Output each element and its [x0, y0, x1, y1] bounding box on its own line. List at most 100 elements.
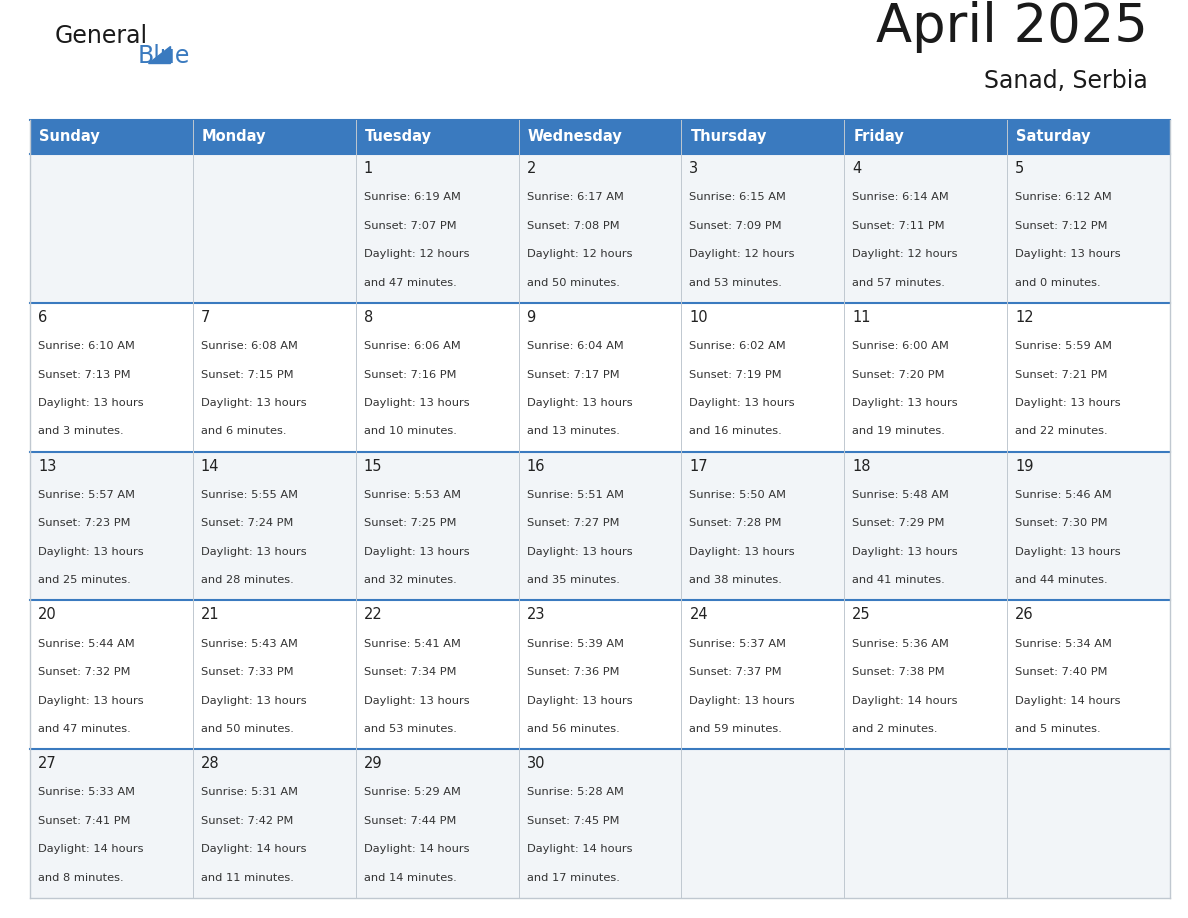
- Text: 10: 10: [689, 309, 708, 325]
- Text: Sunset: 7:37 PM: Sunset: 7:37 PM: [689, 667, 782, 677]
- Text: Daylight: 13 hours: Daylight: 13 hours: [526, 547, 632, 556]
- Text: Daylight: 13 hours: Daylight: 13 hours: [852, 547, 958, 556]
- Text: and 3 minutes.: and 3 minutes.: [38, 426, 124, 436]
- Text: and 0 minutes.: and 0 minutes.: [1015, 277, 1101, 287]
- Text: 21: 21: [201, 608, 220, 622]
- Text: Sunrise: 6:12 AM: Sunrise: 6:12 AM: [1015, 192, 1112, 202]
- Text: 29: 29: [364, 756, 383, 771]
- Text: 17: 17: [689, 459, 708, 474]
- Text: 15: 15: [364, 459, 383, 474]
- Text: Sunrise: 5:36 AM: Sunrise: 5:36 AM: [852, 639, 949, 649]
- Text: 13: 13: [38, 459, 56, 474]
- Text: Sunset: 7:19 PM: Sunset: 7:19 PM: [689, 370, 782, 379]
- Text: Daylight: 13 hours: Daylight: 13 hours: [364, 547, 469, 556]
- Text: Daylight: 12 hours: Daylight: 12 hours: [689, 249, 795, 259]
- Text: Daylight: 13 hours: Daylight: 13 hours: [38, 397, 144, 408]
- Text: Sunrise: 5:31 AM: Sunrise: 5:31 AM: [201, 788, 298, 798]
- Text: 3: 3: [689, 161, 699, 176]
- Text: Sunset: 7:09 PM: Sunset: 7:09 PM: [689, 220, 782, 230]
- Text: and 14 minutes.: and 14 minutes.: [364, 873, 456, 883]
- Text: Wednesday: Wednesday: [527, 129, 623, 144]
- Text: and 41 minutes.: and 41 minutes.: [852, 576, 944, 585]
- Text: and 2 minutes.: and 2 minutes.: [852, 724, 937, 734]
- Text: Sunrise: 5:59 AM: Sunrise: 5:59 AM: [1015, 341, 1112, 351]
- Text: 6: 6: [38, 309, 48, 325]
- Text: Sunrise: 5:57 AM: Sunrise: 5:57 AM: [38, 490, 135, 500]
- Text: 18: 18: [852, 459, 871, 474]
- Text: Sunset: 7:27 PM: Sunset: 7:27 PM: [526, 519, 619, 529]
- Text: Sunset: 7:12 PM: Sunset: 7:12 PM: [1015, 220, 1107, 230]
- Text: Daylight: 13 hours: Daylight: 13 hours: [38, 547, 144, 556]
- Text: Sunset: 7:23 PM: Sunset: 7:23 PM: [38, 519, 131, 529]
- Text: and 53 minutes.: and 53 minutes.: [689, 277, 783, 287]
- Text: 16: 16: [526, 459, 545, 474]
- Text: Sanad, Serbia: Sanad, Serbia: [984, 69, 1148, 93]
- Text: Sunrise: 6:14 AM: Sunrise: 6:14 AM: [852, 192, 949, 202]
- Polygon shape: [148, 46, 170, 63]
- Text: Sunset: 7:21 PM: Sunset: 7:21 PM: [1015, 370, 1107, 379]
- Text: Sunset: 7:30 PM: Sunset: 7:30 PM: [1015, 519, 1107, 529]
- Text: Sunset: 7:41 PM: Sunset: 7:41 PM: [38, 816, 131, 826]
- Text: 22: 22: [364, 608, 383, 622]
- Text: Sunday: Sunday: [39, 129, 100, 144]
- Text: and 6 minutes.: and 6 minutes.: [201, 426, 286, 436]
- Text: Sunset: 7:32 PM: Sunset: 7:32 PM: [38, 667, 131, 677]
- Text: Daylight: 13 hours: Daylight: 13 hours: [689, 696, 795, 706]
- Text: Sunset: 7:38 PM: Sunset: 7:38 PM: [852, 667, 944, 677]
- Text: Sunset: 7:07 PM: Sunset: 7:07 PM: [364, 220, 456, 230]
- Text: 8: 8: [364, 309, 373, 325]
- Text: Daylight: 13 hours: Daylight: 13 hours: [689, 397, 795, 408]
- Text: 25: 25: [852, 608, 871, 622]
- Text: and 5 minutes.: and 5 minutes.: [1015, 724, 1101, 734]
- Text: Sunset: 7:40 PM: Sunset: 7:40 PM: [1015, 667, 1107, 677]
- Text: Sunrise: 5:43 AM: Sunrise: 5:43 AM: [201, 639, 298, 649]
- Text: and 28 minutes.: and 28 minutes.: [201, 576, 293, 585]
- Text: and 50 minutes.: and 50 minutes.: [201, 724, 293, 734]
- Text: and 19 minutes.: and 19 minutes.: [852, 426, 946, 436]
- Bar: [30, 600, 1170, 749]
- Text: 9: 9: [526, 309, 536, 325]
- Text: and 16 minutes.: and 16 minutes.: [689, 426, 782, 436]
- Text: and 59 minutes.: and 59 minutes.: [689, 724, 783, 734]
- Text: Saturday: Saturday: [1016, 129, 1091, 144]
- Text: Sunrise: 6:15 AM: Sunrise: 6:15 AM: [689, 192, 786, 202]
- Text: Sunset: 7:20 PM: Sunset: 7:20 PM: [852, 370, 944, 379]
- Text: Daylight: 12 hours: Daylight: 12 hours: [852, 249, 958, 259]
- Text: Sunrise: 6:17 AM: Sunrise: 6:17 AM: [526, 192, 624, 202]
- Text: Sunrise: 5:53 AM: Sunrise: 5:53 AM: [364, 490, 461, 500]
- Bar: [30, 749, 1170, 898]
- Text: Sunrise: 6:10 AM: Sunrise: 6:10 AM: [38, 341, 135, 351]
- Text: Daylight: 14 hours: Daylight: 14 hours: [852, 696, 958, 706]
- Text: Daylight: 14 hours: Daylight: 14 hours: [1015, 696, 1120, 706]
- Text: Sunset: 7:16 PM: Sunset: 7:16 PM: [364, 370, 456, 379]
- Text: Friday: Friday: [853, 129, 904, 144]
- Text: Tuesday: Tuesday: [365, 129, 431, 144]
- Text: and 10 minutes.: and 10 minutes.: [364, 426, 456, 436]
- Text: 7: 7: [201, 309, 210, 325]
- Text: Sunrise: 5:44 AM: Sunrise: 5:44 AM: [38, 639, 134, 649]
- Text: Daylight: 13 hours: Daylight: 13 hours: [201, 547, 307, 556]
- Text: Daylight: 14 hours: Daylight: 14 hours: [364, 845, 469, 855]
- Text: Thursday: Thursday: [690, 129, 766, 144]
- Text: 27: 27: [38, 756, 57, 771]
- Text: 14: 14: [201, 459, 220, 474]
- Text: Sunset: 7:25 PM: Sunset: 7:25 PM: [364, 519, 456, 529]
- Text: 12: 12: [1015, 309, 1034, 325]
- Text: Daylight: 13 hours: Daylight: 13 hours: [1015, 397, 1120, 408]
- Text: 24: 24: [689, 608, 708, 622]
- Text: Sunset: 7:33 PM: Sunset: 7:33 PM: [201, 667, 293, 677]
- Text: and 56 minutes.: and 56 minutes.: [526, 724, 619, 734]
- Bar: [30, 154, 1170, 303]
- Text: Sunrise: 5:28 AM: Sunrise: 5:28 AM: [526, 788, 624, 798]
- Text: and 53 minutes.: and 53 minutes.: [364, 724, 456, 734]
- Text: Daylight: 13 hours: Daylight: 13 hours: [364, 696, 469, 706]
- Text: Daylight: 14 hours: Daylight: 14 hours: [526, 845, 632, 855]
- Text: Sunrise: 5:48 AM: Sunrise: 5:48 AM: [852, 490, 949, 500]
- Text: Daylight: 13 hours: Daylight: 13 hours: [526, 397, 632, 408]
- Text: and 13 minutes.: and 13 minutes.: [526, 426, 619, 436]
- Text: Sunset: 7:29 PM: Sunset: 7:29 PM: [852, 519, 944, 529]
- Text: 28: 28: [201, 756, 220, 771]
- Text: Daylight: 13 hours: Daylight: 13 hours: [364, 397, 469, 408]
- Text: and 11 minutes.: and 11 minutes.: [201, 873, 293, 883]
- Text: and 8 minutes.: and 8 minutes.: [38, 873, 124, 883]
